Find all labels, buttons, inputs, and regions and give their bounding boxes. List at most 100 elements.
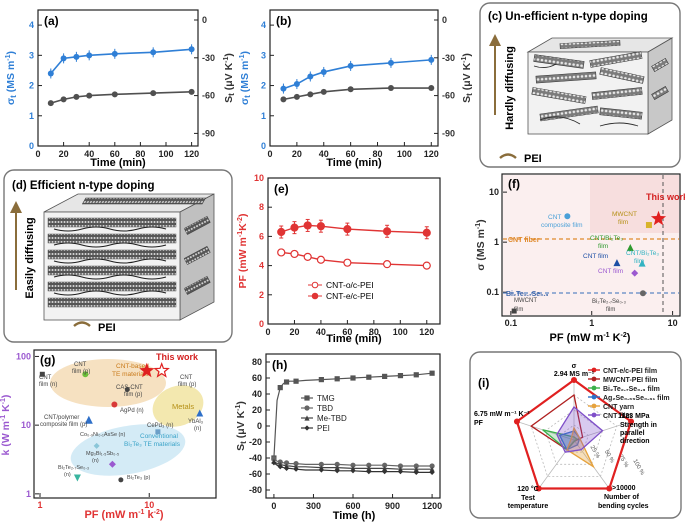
panel-f-lbl-bitefilm-2: film — [606, 307, 615, 313]
b-ytick-left-label: 3 — [261, 50, 266, 60]
b-point — [387, 59, 394, 66]
f-point — [639, 290, 646, 297]
panel-f-lbl-cntbite-2: film — [598, 243, 608, 250]
panel-f-lbl-mwcnt-b2: film — [514, 307, 523, 313]
e-point — [290, 223, 299, 232]
panel-h-y-ticks: 80 60 40 20 0 -20 -40 -60 -80 — [249, 357, 270, 495]
a-point — [60, 96, 67, 103]
panel-a-ylabel-right: St (μV K-1) — [223, 53, 236, 103]
panel-g-lbl-cas-1: CAS-CNT — [116, 385, 143, 391]
panel-i-axis-temp-name-2: temperature — [508, 503, 549, 510]
f-point — [645, 222, 652, 229]
h-point — [350, 468, 356, 474]
panel-g-this-work: This work — [156, 352, 199, 362]
h-legend-marker — [304, 395, 310, 401]
b-point — [347, 86, 354, 93]
panel-g-marks — [39, 361, 204, 483]
h-ytick-label: -80 — [249, 485, 262, 495]
i-series-0-polygon — [515, 378, 633, 490]
panel-i-axis-sigma-value: 2.94 MS m⁻¹ — [554, 371, 595, 378]
panel-f-marks — [511, 210, 667, 314]
h-point — [318, 467, 324, 473]
panel-g-lbl-cntp-2: film (p) — [72, 369, 90, 375]
b-xtick-label: 120 — [424, 149, 439, 159]
b-point — [293, 93, 300, 100]
panel-f-lbl-bite-line: Bi₂Te₂.₇Se₀.₃ — [506, 291, 549, 298]
h-point — [334, 461, 340, 467]
panel-i-axis-pf-value: 6.75 mW m⁻¹ K⁻² — [474, 411, 530, 418]
e-ytick-label: 8 — [259, 202, 264, 212]
h-point — [334, 465, 340, 471]
h-point — [283, 460, 290, 466]
a-ytick-right-label: -60 — [202, 91, 215, 101]
e-point — [343, 225, 352, 234]
e-ytick-label: 6 — [259, 231, 264, 241]
panel-a-left-ticks: 0 1 2 3 4 — [29, 20, 42, 151]
a-ytick-right-label: 0 — [202, 15, 207, 25]
h-point — [413, 463, 419, 469]
h-point — [429, 466, 435, 472]
panel-e: (e) 0 2 4 6 8 10 0 20 40 60 80 100 120 Time (min) P… — [237, 173, 441, 345]
a-point — [60, 55, 67, 62]
panel-i-marks — [513, 377, 635, 492]
h-point — [382, 469, 388, 475]
f-xtick-label: 0.1 — [505, 318, 518, 328]
panel-a-label: (a) — [44, 14, 59, 28]
panel-d: (d) Efficient n-type doping Easily diffu… — [3, 169, 233, 343]
h-xtick-label: 300 — [306, 501, 321, 511]
panel-g-frame — [33, 349, 217, 499]
panel-i-axis-sigma-name: σ — [572, 363, 577, 370]
e-xtick-label: 40 — [316, 327, 326, 337]
b-ytick-left-label: 1 — [261, 111, 266, 121]
f-xtick-label: 1 — [589, 318, 594, 328]
panel-c-title: (c) Un-efficient n-type doping — [488, 11, 648, 23]
e-series-0-line — [281, 251, 427, 267]
e-point — [422, 228, 431, 237]
e-point — [277, 227, 286, 237]
panel-g-lbl-cepd: CePd₃ (n) — [147, 423, 173, 429]
panel-f-lbl-cntbite-b1: CNT/Bi₂Te₃ — [626, 250, 659, 257]
h-legend-label: TMG — [317, 394, 335, 403]
h-point — [366, 462, 372, 468]
panel-h-label: (h) — [272, 358, 287, 372]
g-xtick-label: 10 — [144, 500, 154, 510]
panel-g-lbl-ybal-2: (n) — [194, 426, 201, 432]
h-point — [293, 466, 299, 472]
h-point — [429, 469, 435, 475]
e-xtick-label: 120 — [419, 327, 434, 337]
h-ytick-label: -40 — [249, 453, 262, 463]
panel-d-pei-swatch — [73, 321, 91, 327]
e-xtick-label: 80 — [369, 327, 379, 337]
panel-g-lbl-cntp-1: CNT — [74, 362, 87, 368]
panel-e-y-ticks: 0 2 4 6 8 10 — [254, 173, 272, 329]
h-point — [366, 374, 372, 380]
panel-f: (f) 0.1 1 10 0.1 1 10 σ (MS m-1) PF (mW m-1 … — [475, 173, 685, 344]
panel-d-title: (d) Efficient n-type doping — [12, 180, 154, 192]
a-xtick-label: 60 — [110, 149, 120, 159]
h-point — [413, 469, 419, 475]
panel-f-lbl-mwcnt-1: MWCNT — [612, 211, 637, 218]
b-ytick-left-label: 0 — [261, 141, 266, 151]
i-legend-marker — [591, 394, 597, 400]
panel-f-xlabel: PF (mW m-1 K-2) — [550, 332, 631, 344]
h-point — [366, 469, 372, 475]
panel-b-frame — [269, 9, 439, 147]
a-ytick-right-label: -90 — [202, 128, 215, 138]
panel-g-lbl-cntn-1: CNT — [39, 375, 52, 381]
b-point — [280, 85, 287, 92]
h-point — [293, 461, 299, 467]
b-xtick-label: 40 — [319, 149, 329, 159]
g-point — [39, 371, 45, 377]
g-xtick-label: 1 — [37, 500, 42, 510]
e-point — [422, 261, 431, 270]
e-point — [316, 255, 326, 264]
panel-f-highlight — [590, 175, 679, 233]
g-point — [111, 401, 118, 408]
f-point — [650, 210, 667, 226]
panel-c-pei-swatch — [499, 153, 517, 159]
e-point — [382, 227, 392, 236]
h-point — [397, 469, 404, 475]
panel-d-legend: PEI — [98, 322, 116, 334]
panel-f-label: (f) — [508, 177, 520, 191]
panel-b-right-ticks: 0 -30 -60 -90 — [434, 15, 455, 138]
